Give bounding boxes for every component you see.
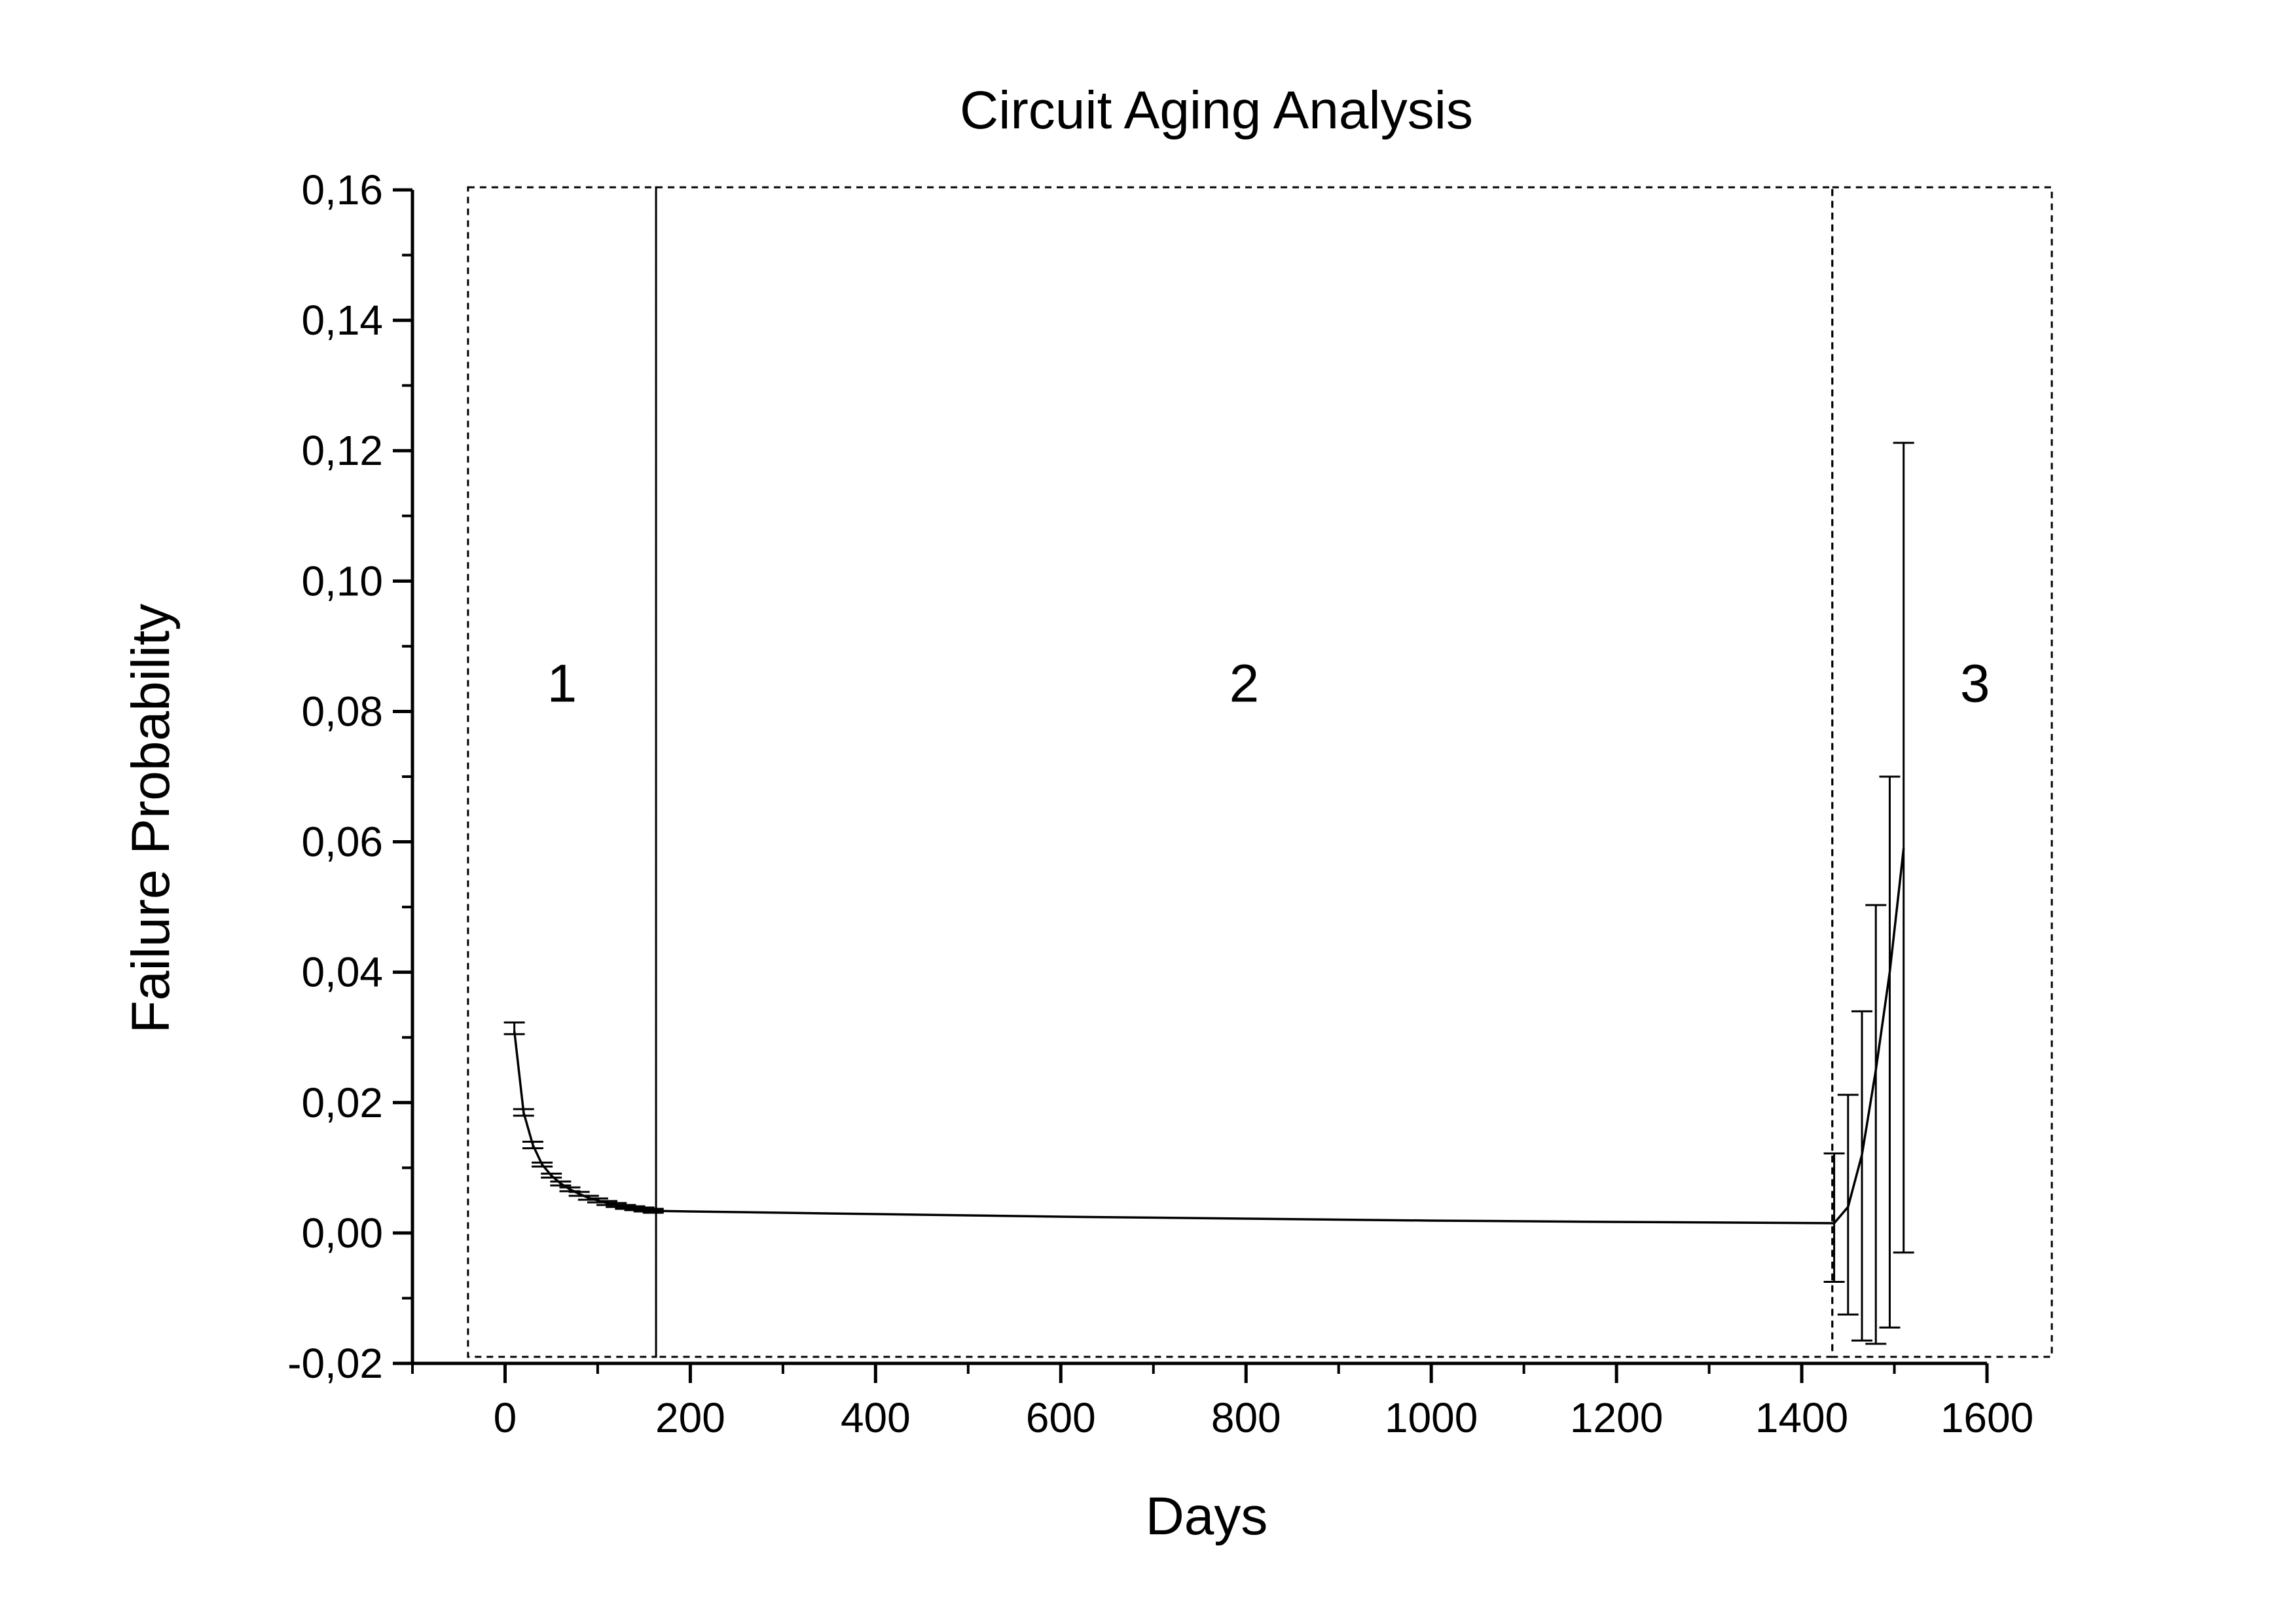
y-axis-label: Failure Probability xyxy=(121,604,181,1033)
y-tick-label: 0,14 xyxy=(301,297,383,344)
y-tick-label: 0,16 xyxy=(301,166,383,213)
y-tick-label: 0,08 xyxy=(301,688,383,735)
axes: -0,02 0,00 0,02 0,04 0,06 0,08 0,10 0,12 0,14 0,1… xyxy=(287,166,2033,1441)
error-bar xyxy=(1865,904,1887,1345)
x-axis-label: Days xyxy=(1146,1486,1268,1546)
region-box-3 xyxy=(1831,186,2053,1358)
x-tick-label: 1200 xyxy=(1570,1394,1663,1441)
x-tick-label: 1000 xyxy=(1385,1394,1478,1441)
error-bar xyxy=(1893,441,1914,1254)
x-tick-label: 800 xyxy=(1211,1394,1281,1441)
x-tick-label: 400 xyxy=(841,1394,911,1441)
region-label-1: 1 xyxy=(547,654,577,714)
error-bar xyxy=(1851,1010,1873,1342)
error-bar xyxy=(1823,1152,1845,1283)
x-tick-label: 200 xyxy=(655,1394,725,1441)
chart-title: Circuit Aging Analysis xyxy=(960,81,1473,140)
x-tick-label: 1600 xyxy=(1941,1394,2033,1441)
region-labels: 1 2 3 xyxy=(547,654,1990,714)
x-tick-label: 600 xyxy=(1026,1394,1096,1441)
y-tick-label: -0,02 xyxy=(287,1340,383,1387)
region-box-1 xyxy=(467,186,657,1358)
series-curve-layer xyxy=(513,848,1905,1225)
x-tick-label: 0 xyxy=(494,1394,517,1441)
y-tick-label: 0,06 xyxy=(301,819,383,866)
y-tick-label: 0,10 xyxy=(301,557,383,604)
y-tick-label: 0,04 xyxy=(301,949,383,996)
error-bars xyxy=(503,441,1914,1345)
failure-probability-curve xyxy=(513,848,1905,1225)
region-box-2 xyxy=(655,186,1834,1358)
error-bar xyxy=(1879,775,1901,1329)
region-boxes xyxy=(467,186,2053,1358)
y-tick-label: 0,12 xyxy=(301,427,383,474)
y-tick-label: 0,02 xyxy=(301,1079,383,1126)
region-label-2: 2 xyxy=(1230,654,1260,714)
region-label-3: 3 xyxy=(1960,654,1990,714)
y-tick-label: 0,00 xyxy=(301,1209,383,1257)
x-tick-label: 1400 xyxy=(1755,1394,1848,1441)
